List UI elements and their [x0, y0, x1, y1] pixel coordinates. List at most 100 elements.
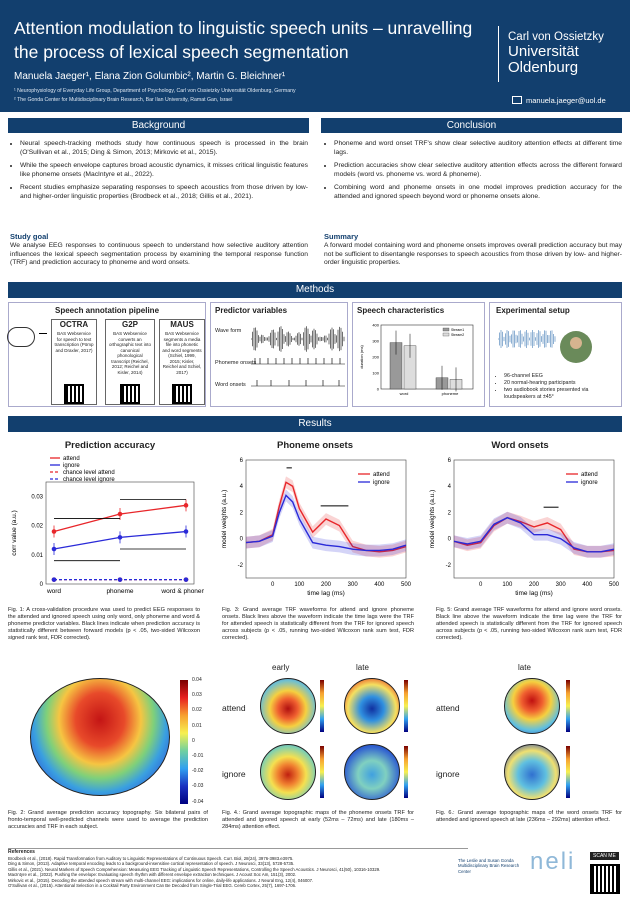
- x-tick-label: 100: [502, 582, 513, 588]
- word-ticks: [256, 380, 340, 386]
- background-bullet: Recent studies emphasize separating resp…: [20, 184, 308, 201]
- fig5-word-chart: 0 100 200 300 400 500 -2 0 2 4 6 time lag (ms) model…: [429, 458, 620, 597]
- arrow-icon: [39, 333, 47, 334]
- conclusion-bullet: Combining word and phoneme onsets in one…: [334, 184, 622, 201]
- fig2-colorbar-ticks: 0.04 0.03 0.02 0.01 0 -0.01 -0.02 -0.03 -0.04: [192, 677, 216, 807]
- fig4-caption: Fig. 4.: Grand average topographic maps …: [222, 810, 414, 830]
- colorbar-tick: -0.04: [192, 798, 204, 805]
- x-tick-label: word & phoneme: [160, 588, 204, 595]
- speech-bar-chart: 0 100 200 300 400 duration (ms) word phoneme Str…: [359, 323, 474, 396]
- x-tick-label: 500: [401, 582, 412, 588]
- x-axis-label: time lag (ms): [515, 590, 553, 597]
- label-late: late: [356, 663, 369, 672]
- predictor-label: Word onsets: [215, 382, 246, 388]
- legend-label: Stream1: [451, 328, 464, 332]
- x-tick-label: phoneme: [106, 588, 133, 595]
- study-goal-heading: Study goal: [10, 232, 49, 241]
- methods-heading: Methods: [8, 282, 622, 298]
- fig1-caption: Fig. 1: A cross-validation procedure was…: [8, 607, 200, 641]
- data-point: [117, 535, 123, 540]
- fig6-caption: Fig. 6.: Grand average topographic maps …: [436, 810, 622, 823]
- fig3-title: Phoneme onsets: [276, 440, 354, 451]
- y-tick-label: 200: [372, 355, 379, 360]
- legend-swatch: [442, 327, 450, 332]
- reference-item: Mirkovic et al., (2015). Decoding the at…: [8, 877, 314, 883]
- fig4-colorbar-late: [404, 680, 408, 732]
- legend-label: attend: [373, 472, 390, 478]
- setup-item: 20 normal-hearing participants: [504, 380, 620, 387]
- background-bullet: While the speech envelope captures broad…: [20, 162, 308, 179]
- label-attend-word: attend: [436, 703, 460, 713]
- topomap-attend-early: [260, 678, 316, 734]
- colorbar-tick: -0.01: [192, 753, 204, 759]
- confidence-band: [246, 476, 406, 558]
- colorbar-tick: 0: [192, 737, 195, 744]
- setup-illustration: [498, 330, 592, 363]
- plot-frame: [380, 324, 474, 390]
- setup-item: 96-channel EEG: [504, 373, 620, 380]
- fig1-title: Prediction accuracy: [64, 440, 156, 451]
- legend-label: chance level attend: [63, 470, 115, 476]
- email-link[interactable]: manuela.jaeger@uol.de: [526, 96, 606, 105]
- label-late-word: late: [518, 663, 531, 672]
- y-tick-label: 0: [448, 537, 452, 543]
- reference-item: Gillis et al., (2021). Neural Markers of…: [8, 866, 381, 872]
- university-logo: Carl von Ossietzky Universität Oldenburg: [508, 30, 623, 76]
- summary-text: A forward model containing word and phon…: [324, 242, 622, 267]
- setup-item: two audiobook stories presented via loud…: [504, 387, 620, 401]
- legend-label: ignore: [581, 480, 598, 486]
- reference-item: Brodbeck et al., (2018). Rapid Transform…: [8, 855, 294, 861]
- confidence-band: [454, 511, 614, 558]
- legend-label: ignore: [373, 480, 390, 486]
- data-point: [117, 577, 123, 582]
- qr-code-icon[interactable]: [172, 384, 192, 404]
- neli-logo: neli: [530, 848, 576, 875]
- fig5-title: Word onsets: [491, 440, 549, 451]
- x-tick-label: word: [400, 391, 409, 396]
- conclusion-list: Phoneme and word onset TRF's show clear …: [324, 140, 622, 207]
- x-tick-label: 0: [479, 582, 483, 588]
- y-tick-label: 100: [372, 371, 379, 376]
- fig2-topomap: [30, 678, 170, 796]
- summary-heading: Summary: [324, 232, 359, 241]
- legend-label: ignore: [63, 463, 80, 469]
- qr-code-icon[interactable]: [590, 864, 620, 894]
- y-tick-label: 6: [448, 458, 452, 464]
- series-line: [453, 516, 615, 553]
- data-point: [183, 529, 189, 534]
- x-axis-label: time lag (ms): [307, 590, 345, 597]
- listener-head-icon: [7, 327, 35, 347]
- predictor-box: Predictor variables Wave form Phoneme on…: [210, 302, 348, 407]
- y-tick-label: 400: [372, 323, 379, 328]
- topomap-attend-late: [344, 678, 400, 734]
- y-tick-label: 300: [372, 339, 379, 344]
- uni-line-1: Carl von Ossietzky: [508, 31, 604, 43]
- x-tick-label: 100: [294, 582, 305, 588]
- y-tick-label: 0.01: [31, 553, 43, 559]
- y-tick-label: 0: [377, 387, 380, 392]
- label-early: early: [272, 663, 290, 672]
- topomap-ignore-early: [260, 744, 316, 800]
- label-attend: attend: [222, 703, 246, 713]
- fig1-prediction-chart: 0 0.01 0.02 0.03 corr value (a.u.) word phonem…: [11, 456, 204, 595]
- x-tick-label: 300: [556, 582, 567, 588]
- affiliation-1: ¹ Neurophysiology of Everyday Life Group…: [14, 88, 296, 94]
- y-tick-label: 0.03: [31, 495, 43, 501]
- background-list: Neural speech-tracking methods study how…: [10, 140, 308, 207]
- series-line: [245, 481, 407, 553]
- legend-swatch: [442, 332, 450, 337]
- data-point: [51, 546, 57, 552]
- colorbar-tick: 0.02: [192, 707, 202, 714]
- qr-code-icon[interactable]: [120, 384, 140, 404]
- data-point: [51, 529, 57, 534]
- tool-name: MAUS: [170, 320, 194, 329]
- fig2-caption: Fig. 2: Grand average prediction accurac…: [8, 810, 208, 830]
- phoneme-ticks: [254, 358, 341, 364]
- maus-box: MAUS BAS Webservice segments a media fil…: [159, 319, 205, 405]
- results-heading: Results: [8, 416, 622, 432]
- qr-code-icon[interactable]: [64, 384, 84, 404]
- legend-label: chance level ignore: [63, 477, 115, 483]
- fig4-colorbar-ignore-early: [320, 746, 324, 798]
- y-tick-label: 4: [448, 484, 452, 490]
- y-axis-label: duration (ms): [359, 345, 364, 369]
